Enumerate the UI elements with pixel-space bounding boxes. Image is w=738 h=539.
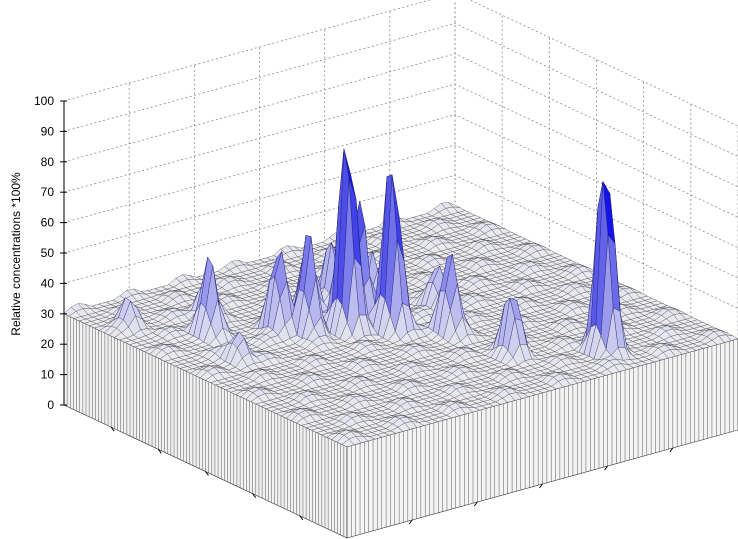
z-axis-title: Relative concentrations *100% bbox=[9, 172, 23, 336]
x-tick-4 bbox=[604, 465, 609, 471]
x-tick-2 bbox=[473, 501, 478, 507]
z-tick-label-2: 20 bbox=[41, 337, 55, 351]
z-tick-label-5: 50 bbox=[41, 246, 55, 260]
z-tick-label-4: 40 bbox=[41, 276, 55, 290]
z-tick-label-10: 100 bbox=[34, 94, 54, 108]
z-tick-label-7: 70 bbox=[41, 185, 55, 199]
z-axis: 0 10 20 30 40 50 60 70 80 90 100 bbox=[34, 94, 674, 525]
z-tick-label-6: 60 bbox=[41, 216, 55, 230]
y-tick-1 bbox=[299, 515, 304, 521]
z-tick-label-1: 10 bbox=[41, 368, 55, 382]
z-tick-label-3: 30 bbox=[41, 307, 55, 321]
z-tick-label-0: 0 bbox=[47, 398, 54, 412]
x-tick-3 bbox=[539, 483, 543, 489]
grid-line-z-6 bbox=[63, 114, 738, 248]
z-tick-label-8: 80 bbox=[41, 155, 55, 169]
z-tick-label-9: 90 bbox=[41, 124, 55, 138]
y-tick-3 bbox=[205, 471, 209, 476]
x-tick-5 bbox=[669, 447, 674, 453]
y-tick-4 bbox=[157, 449, 162, 454]
base-walls bbox=[63, 313, 738, 539]
x-tick-1 bbox=[408, 519, 413, 525]
surface-mesh bbox=[63, 148, 738, 447]
surface-patch bbox=[341, 439, 355, 447]
grid-line-z-8 bbox=[63, 53, 738, 188]
grid-line-z-10 bbox=[63, 0, 738, 127]
grid-line-z-7 bbox=[63, 83, 738, 218]
y-tick-5 bbox=[110, 426, 115, 432]
grid-line-z-9 bbox=[63, 22, 738, 157]
y-tick-2 bbox=[252, 493, 257, 498]
grid-line-z-5 bbox=[63, 144, 738, 279]
